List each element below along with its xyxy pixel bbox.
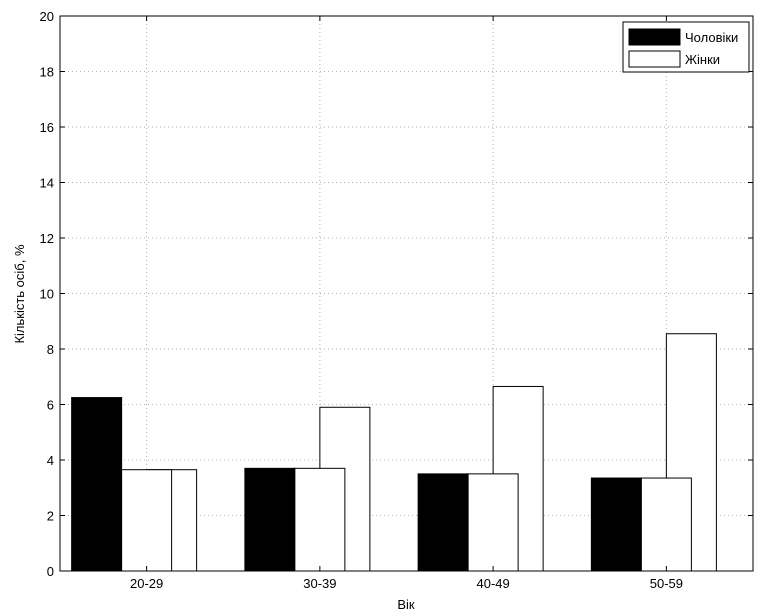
y-axis-label: Кількість осіб, %: [12, 244, 27, 344]
x-axis-label: Вік: [397, 597, 415, 612]
x-axis: 20-29 30-39 40-49 50-59: [130, 16, 683, 591]
legend: Чоловіки Жінки: [622, 21, 750, 73]
legend-swatch-men: [628, 28, 681, 46]
x-tick-label: 20-29: [130, 576, 163, 591]
x-tick-label: 40-49: [477, 576, 510, 591]
bar-men: [417, 473, 469, 572]
bar-overlay: [121, 469, 173, 572]
bar-overlay: [294, 467, 346, 572]
bar-overlay: [467, 473, 519, 572]
x-tick-label: 50-59: [650, 576, 683, 591]
y-tick-label: 6: [47, 398, 54, 413]
grid-lines: [60, 16, 753, 571]
bar-men: [71, 397, 123, 572]
y-tick-label: 2: [47, 509, 54, 524]
y-tick-label: 18: [40, 65, 54, 80]
y-tick-label: 20: [40, 9, 54, 24]
x-tick-label: 30-39: [303, 576, 336, 591]
y-tick-label: 12: [40, 231, 54, 246]
y-tick-label: 14: [40, 176, 54, 191]
y-tick-label: 8: [47, 342, 54, 357]
legend-label-men: Чоловіки: [685, 30, 738, 45]
bars-group: [71, 333, 717, 572]
bar-men: [244, 467, 296, 572]
y-tick-label: 16: [40, 120, 54, 135]
y-tick-label: 0: [47, 564, 54, 579]
legend-swatch-women: [628, 50, 681, 68]
bar-overlay: [640, 477, 692, 572]
legend-label-women: Жінки: [685, 52, 720, 67]
y-tick-label: 4: [47, 453, 54, 468]
y-axis: 0 2 4 6 8 10 12 14 16 18 20: [40, 9, 753, 579]
y-tick-label: 10: [40, 287, 54, 302]
bar-men: [590, 477, 642, 572]
